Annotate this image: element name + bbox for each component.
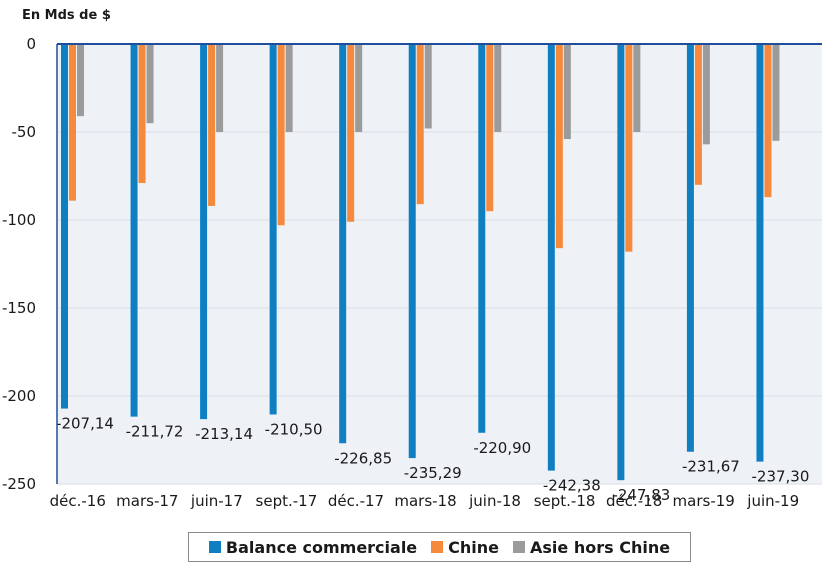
data-label: -213,14 — [195, 425, 253, 443]
plot-area — [57, 44, 822, 484]
x-tick-label: juin-18 — [468, 492, 521, 510]
bar-chine — [69, 44, 76, 201]
data-label: -237,30 — [752, 468, 810, 486]
data-label: -247,83 — [612, 486, 670, 504]
bar-balance — [686, 44, 694, 452]
bar-balance — [200, 44, 208, 420]
bar-balance — [339, 44, 347, 444]
bar-chine — [694, 44, 702, 185]
bar-asie — [494, 44, 502, 132]
data-label: -211,72 — [126, 423, 184, 441]
bar-balance — [269, 44, 277, 415]
data-label: -235,29 — [404, 464, 462, 482]
bar-asie — [285, 44, 293, 132]
x-tick-label: mars-19 — [673, 492, 735, 510]
bar-chine — [764, 44, 772, 198]
bar-asie — [77, 44, 84, 117]
legend-label-balance: Balance commerciale — [225, 537, 418, 557]
bar-asie — [563, 44, 571, 140]
data-label: -226,85 — [334, 449, 392, 467]
data-label: -242,38 — [543, 477, 601, 495]
bar-chine — [347, 44, 355, 222]
bar-asie — [702, 44, 710, 145]
bar-chine — [416, 44, 424, 205]
bar-asie — [633, 44, 641, 132]
x-tick-label: juin-17 — [190, 492, 243, 510]
bar-chine — [625, 44, 633, 252]
y-tick-label: -100 — [2, 211, 36, 229]
bar-chine — [138, 44, 146, 184]
bar-asie — [424, 44, 432, 129]
bar-chine — [486, 44, 494, 212]
x-tick-label: déc.-17 — [328, 492, 384, 510]
bar-balance — [478, 44, 486, 433]
legend-swatch-balance — [208, 541, 221, 553]
bar-chine — [277, 44, 285, 226]
y-tick-label: -250 — [2, 475, 36, 493]
legend-item-balance: Balance commerciale — [208, 537, 418, 557]
data-label: -220,90 — [473, 439, 531, 457]
y-tick-label: -50 — [12, 123, 37, 141]
bar-chine — [555, 44, 563, 249]
legend-swatch-asie — [513, 541, 526, 553]
bar-chart: 0 -50 -100 -150 -200 -250 déc.-16 -207,14 mars-1… — [2, 35, 822, 510]
legend-item-asie: Asie hors Chine — [513, 538, 670, 557]
unit-label: En Mds de $ — [22, 8, 111, 23]
x-tick-label: mars-17 — [116, 492, 178, 510]
bar-asie — [355, 44, 363, 132]
y-tick-label: -150 — [2, 299, 36, 317]
y-tick-label: 0 — [26, 35, 36, 53]
bar-balance — [756, 44, 764, 462]
bar-balance — [130, 44, 138, 417]
data-label: -210,50 — [265, 420, 323, 438]
x-tick-label: juin-19 — [746, 492, 799, 510]
legend-label-chine: Chine — [448, 537, 500, 557]
bar-asie — [146, 44, 154, 124]
bar-asie — [216, 44, 224, 132]
x-tick-label: sept.-18 — [534, 492, 596, 510]
x-tick-label: sept.-17 — [256, 492, 318, 510]
legend-item-chine: Chine — [431, 538, 499, 557]
data-label: -207,14 — [56, 415, 114, 433]
bar-balance — [61, 44, 68, 409]
data-label: -231,67 — [682, 458, 740, 476]
legend: Balance commerciale Chine Asie hors Chin… — [188, 532, 691, 562]
bar-asie — [772, 44, 780, 141]
x-tick-label: mars-18 — [394, 492, 456, 510]
bar-chine — [208, 44, 216, 206]
bar-balance — [547, 44, 555, 471]
legend-swatch-chine — [431, 541, 444, 553]
x-tick-label: déc.-16 — [50, 492, 106, 510]
bar-balance — [617, 44, 625, 481]
legend-label-asie: Asie hors Chine — [530, 537, 671, 557]
y-tick-label: -200 — [2, 387, 36, 405]
x-tick-label: déc.-18 — [606, 492, 662, 510]
bar-balance — [408, 44, 416, 459]
